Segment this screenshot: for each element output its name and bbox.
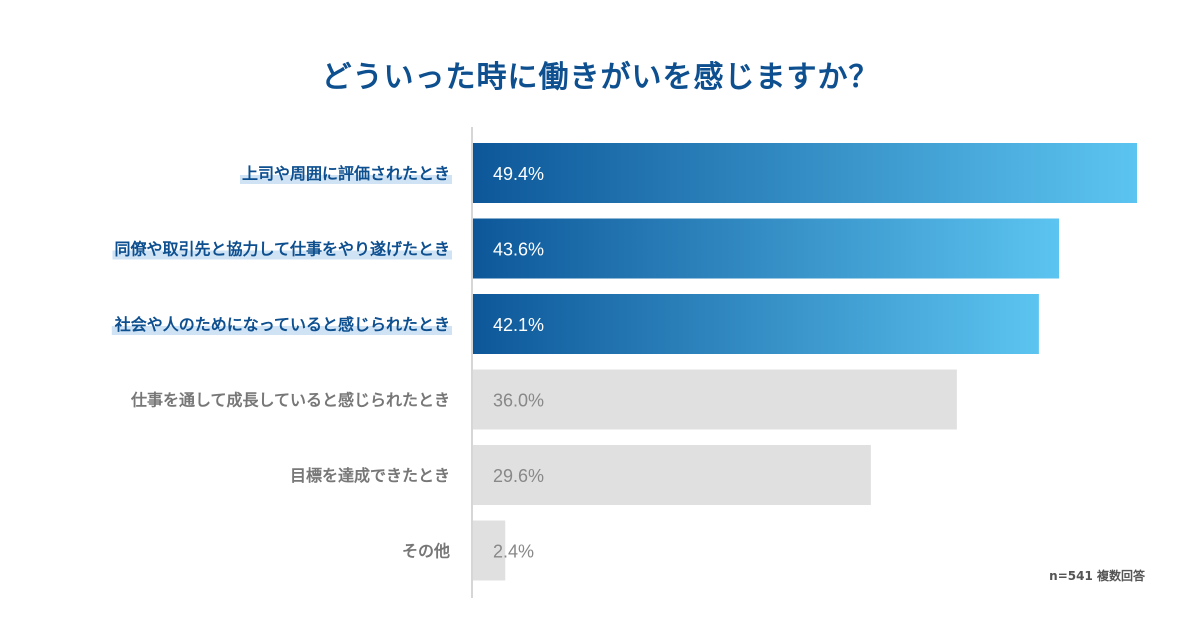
label-highlight-underline <box>111 326 452 335</box>
bar <box>473 143 1137 203</box>
category-label: 社会や人のためになっていると感じられたとき <box>114 315 450 334</box>
label-highlight-underline <box>112 250 452 260</box>
value-label: 2.4% <box>493 542 534 562</box>
bar <box>473 445 871 505</box>
category-label: 同僚や取引先と協力して仕事をやり遂げたとき <box>114 240 450 259</box>
category-label: 目標を達成できたとき <box>290 466 450 485</box>
chart-title: どういった時に働きがいを感じますか？ <box>321 60 880 95</box>
value-label: 29.6% <box>493 466 544 486</box>
value-label: 49.4% <box>493 164 544 184</box>
bar <box>473 520 506 581</box>
category-label: 上司や周囲に評価されたとき <box>242 164 450 183</box>
value-label: 36.0% <box>493 391 544 411</box>
bar <box>473 369 957 430</box>
category-label: 仕事を通して成長していると感じられたとき <box>130 391 450 410</box>
sample-note: n=541 複数回答 <box>1049 569 1145 583</box>
bar <box>473 294 1039 354</box>
bar <box>473 218 1060 279</box>
label-highlight-underline <box>239 175 452 184</box>
value-label: 43.6% <box>493 240 544 260</box>
value-label: 42.1% <box>493 315 544 335</box>
category-label: その他 <box>402 542 450 561</box>
